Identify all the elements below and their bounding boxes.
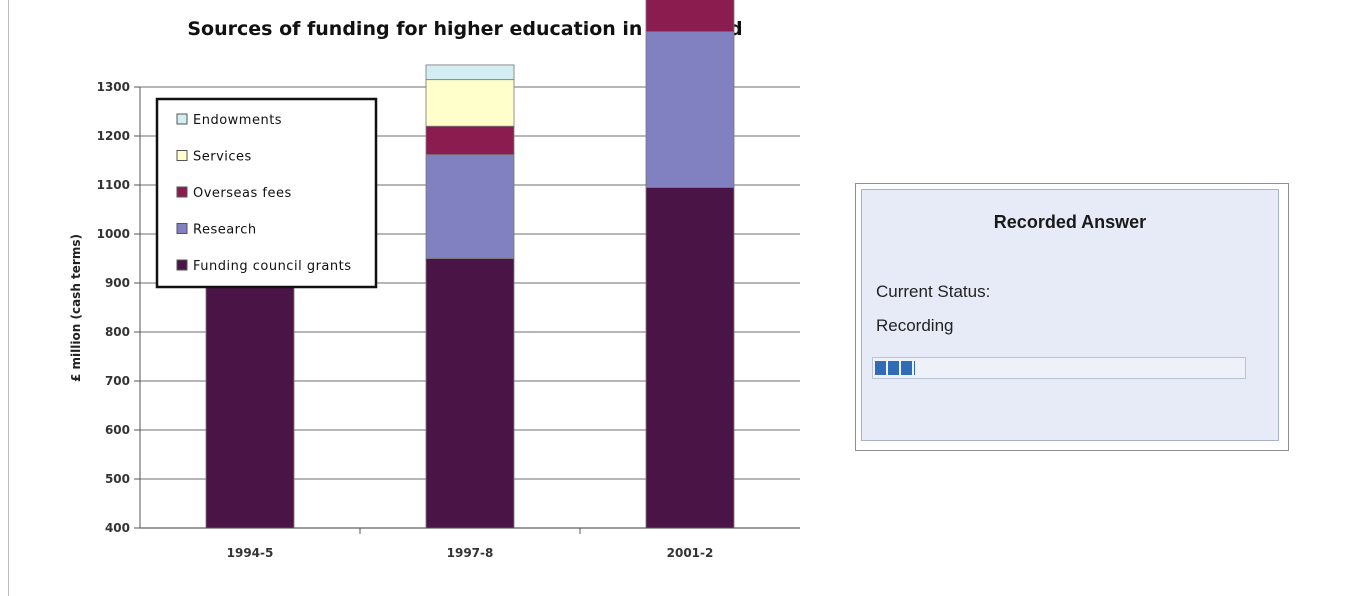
page-border [8, 0, 9, 596]
legend-label: Funding council grants [193, 259, 352, 274]
progress-block [914, 361, 915, 375]
recorded-answer-panel: Recorded Answer Current Status: Recordin… [855, 183, 1289, 451]
legend-swatch [176, 113, 188, 125]
y-tick-label: 400 [105, 521, 130, 535]
recording-progress-bar [872, 357, 1246, 379]
bar-segment-funding-council-grants [425, 258, 515, 529]
bar-segment-research [425, 154, 515, 259]
chart-axes: 400 500 600 700 800 900 1000 1100 1200 1300 1994-5… [97, 80, 800, 560]
recording-progress-fill [875, 361, 915, 375]
y-tick-label: 800 [105, 325, 130, 339]
chart-bars [205, 0, 735, 529]
bar-segment-services [425, 79, 515, 127]
bar-segment-funding-council-grants [645, 187, 735, 529]
progress-block [888, 361, 899, 375]
x-category-label: 1994-5 [227, 546, 274, 560]
y-tick-label: 1000 [97, 227, 130, 241]
legend-swatch [176, 259, 188, 271]
x-category-label: 2001-2 [667, 546, 714, 560]
y-tick-label: 1200 [97, 129, 130, 143]
chart-legend: Endowments Services Overseas fees Research F… [155, 97, 378, 289]
legend-swatch [176, 186, 188, 198]
recorded-answer-body: Recorded Answer Current Status: Recordin… [861, 189, 1279, 441]
bar-segment-research [645, 31, 735, 188]
y-tick-label: 600 [105, 423, 130, 437]
bar-segment-overseas-fees [425, 125, 515, 156]
bar-segment-overseas-fees [645, 0, 735, 33]
progress-block [875, 361, 886, 375]
x-category-label: 1997-8 [447, 546, 494, 560]
status-label: Current Status: [876, 282, 991, 301]
legend-swatch [176, 150, 188, 161]
funding-chart: Sources of funding for higher education … [69, 0, 800, 560]
legend-box [155, 97, 378, 289]
legend-label: Research [193, 223, 257, 238]
legend-label: Endowments [193, 113, 282, 128]
y-tick-label: 1100 [97, 178, 130, 192]
y-tick-label: 500 [105, 472, 130, 486]
bar-segment-endowments [425, 64, 515, 81]
y-tick-label: 900 [105, 276, 130, 290]
y-tick-label: 700 [105, 374, 130, 388]
answer-title: Recorded Answer [993, 212, 1147, 232]
y-tick-label: 1300 [97, 80, 130, 94]
bar-segment-funding-council-grants [205, 272, 295, 529]
chart-title: Sources of funding for higher education … [187, 18, 742, 40]
legend-label: Overseas fees [193, 186, 292, 201]
legend-label: Services [193, 150, 252, 165]
legend-swatch [176, 223, 188, 234]
progress-block [901, 361, 912, 375]
status-value: Recording [876, 316, 954, 335]
y-axis-title: £ million (cash terms) [69, 234, 83, 382]
